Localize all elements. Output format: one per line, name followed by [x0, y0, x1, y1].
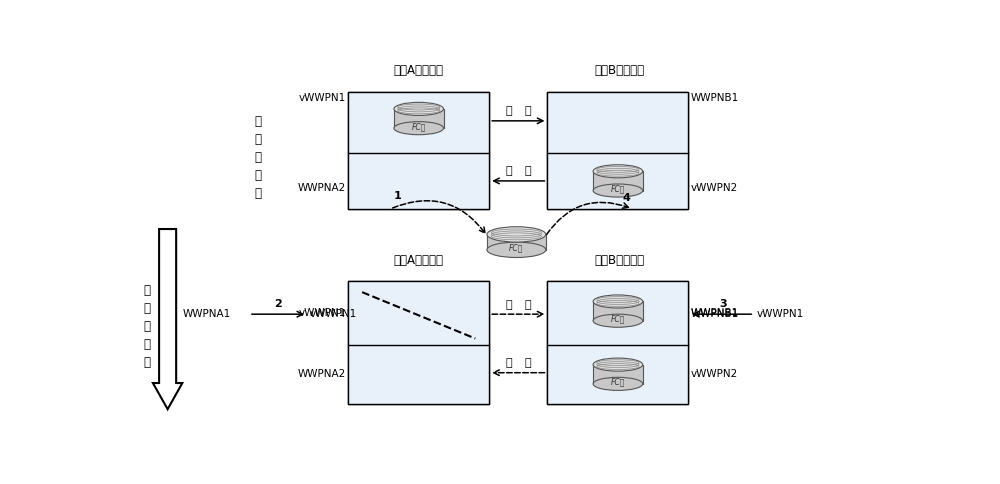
FancyBboxPatch shape	[547, 281, 688, 345]
Ellipse shape	[394, 121, 444, 135]
Text: 主: 主	[506, 300, 512, 310]
Ellipse shape	[593, 184, 643, 197]
FancyBboxPatch shape	[547, 345, 688, 404]
Text: 3: 3	[719, 299, 727, 309]
Text: FC卷: FC卷	[611, 184, 625, 194]
Text: 光
纤
卡
端
口: 光 纤 卡 端 口	[255, 115, 262, 200]
Text: 节点A（关机）: 节点A（关机）	[393, 254, 443, 267]
Text: 节点B（正常）: 节点B（正常）	[594, 64, 645, 77]
Polygon shape	[593, 302, 643, 321]
Text: vWWPN1: vWWPN1	[309, 309, 357, 319]
Text: WWPNB1: WWPNB1	[691, 93, 739, 103]
Text: vWWPN2: vWWPN2	[691, 369, 738, 379]
Text: WWPNA2: WWPNA2	[298, 369, 346, 379]
FancyBboxPatch shape	[348, 92, 489, 153]
Text: 2: 2	[275, 299, 282, 309]
FancyBboxPatch shape	[348, 153, 489, 209]
Text: vWWPN2: vWWPN2	[691, 183, 738, 193]
Polygon shape	[394, 109, 444, 128]
Text: 备: 备	[524, 300, 531, 310]
FancyBboxPatch shape	[547, 281, 688, 404]
Ellipse shape	[487, 242, 546, 257]
Ellipse shape	[593, 358, 643, 371]
Text: 光
纤
卡
端
口: 光 纤 卡 端 口	[143, 284, 150, 369]
Ellipse shape	[593, 314, 643, 327]
Ellipse shape	[487, 227, 546, 242]
Text: 4: 4	[622, 193, 630, 203]
Text: WWPNA2: WWPNA2	[298, 183, 346, 193]
Text: 备: 备	[506, 358, 512, 368]
Text: vWWPN1: vWWPN1	[299, 93, 346, 103]
Text: vWWPN1: vWWPN1	[299, 308, 346, 318]
Ellipse shape	[593, 295, 643, 308]
Text: WWPNB1: WWPNB1	[691, 308, 739, 318]
FancyBboxPatch shape	[348, 345, 489, 404]
Text: WWPNB1: WWPNB1	[691, 309, 739, 319]
Text: vWWPN1: vWWPN1	[757, 309, 804, 319]
Polygon shape	[487, 234, 546, 250]
Text: 1: 1	[394, 191, 402, 201]
Text: 节点B（接管）: 节点B（接管）	[594, 254, 645, 267]
Text: 备: 备	[524, 106, 531, 116]
Text: FC卷: FC卷	[509, 244, 524, 253]
Polygon shape	[593, 364, 643, 384]
Polygon shape	[593, 171, 643, 191]
FancyBboxPatch shape	[547, 92, 688, 153]
Text: 主: 主	[524, 358, 531, 368]
Text: 节点A（正常）: 节点A（正常）	[393, 64, 443, 77]
Text: 主: 主	[524, 166, 531, 176]
Ellipse shape	[593, 378, 643, 391]
Ellipse shape	[593, 165, 643, 178]
Ellipse shape	[394, 103, 444, 116]
Polygon shape	[153, 229, 182, 409]
FancyBboxPatch shape	[348, 92, 489, 209]
Text: WWPNA1: WWPNA1	[183, 309, 231, 319]
Text: 备: 备	[506, 166, 512, 176]
FancyBboxPatch shape	[547, 92, 688, 209]
Text: FC卷: FC卷	[611, 378, 625, 387]
Text: 主: 主	[506, 106, 512, 116]
FancyBboxPatch shape	[348, 281, 489, 404]
Text: FC卷: FC卷	[611, 315, 625, 324]
FancyBboxPatch shape	[348, 281, 489, 345]
FancyBboxPatch shape	[547, 153, 688, 209]
Text: FC卷: FC卷	[412, 122, 426, 131]
